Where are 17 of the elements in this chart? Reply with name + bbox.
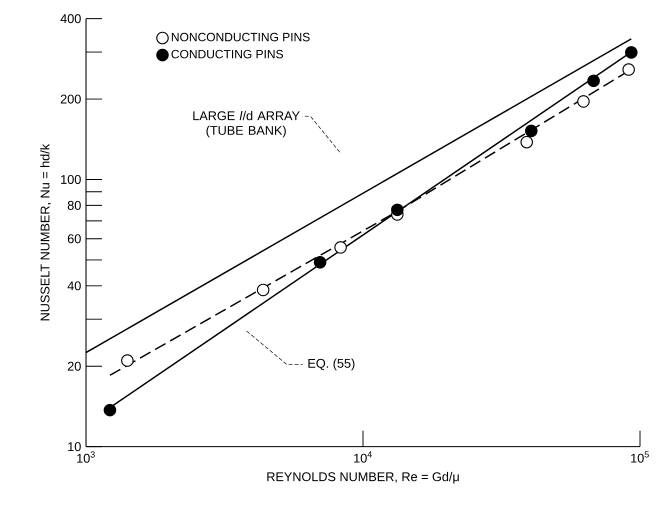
y-tick-label: 20 xyxy=(68,362,81,371)
y-tick-label: 40 xyxy=(68,281,81,290)
legend-label: CONDUCTING PINS xyxy=(172,50,284,58)
x-tick-label: 10$^{5}$ xyxy=(631,451,649,463)
y-tick-label: 200 xyxy=(60,94,81,104)
y-tick-label: 100 xyxy=(61,175,81,184)
y-axis-title: NUSSELT NUMBER, Nu = hd/k xyxy=(40,144,52,320)
x-tick-label: 10$^{4}$ xyxy=(354,451,372,463)
y-tick-label: 80 xyxy=(68,200,81,210)
y-tick-label: 60 xyxy=(68,234,81,244)
y-tick-label: 10 xyxy=(68,442,81,452)
y-tick-label: 400 xyxy=(60,14,81,24)
x-axis-title: REYNOLDS NUMBER, Re = Gd/μ xyxy=(267,472,459,484)
x-tick-label: 10$^{3}$ xyxy=(77,451,95,463)
annotation: LARGE l/d ARRAY (TUBE BANK) xyxy=(193,110,300,138)
annotation: EQ. (55) xyxy=(308,358,354,370)
legend-label: NONCONDUCTING PINS xyxy=(172,32,310,42)
